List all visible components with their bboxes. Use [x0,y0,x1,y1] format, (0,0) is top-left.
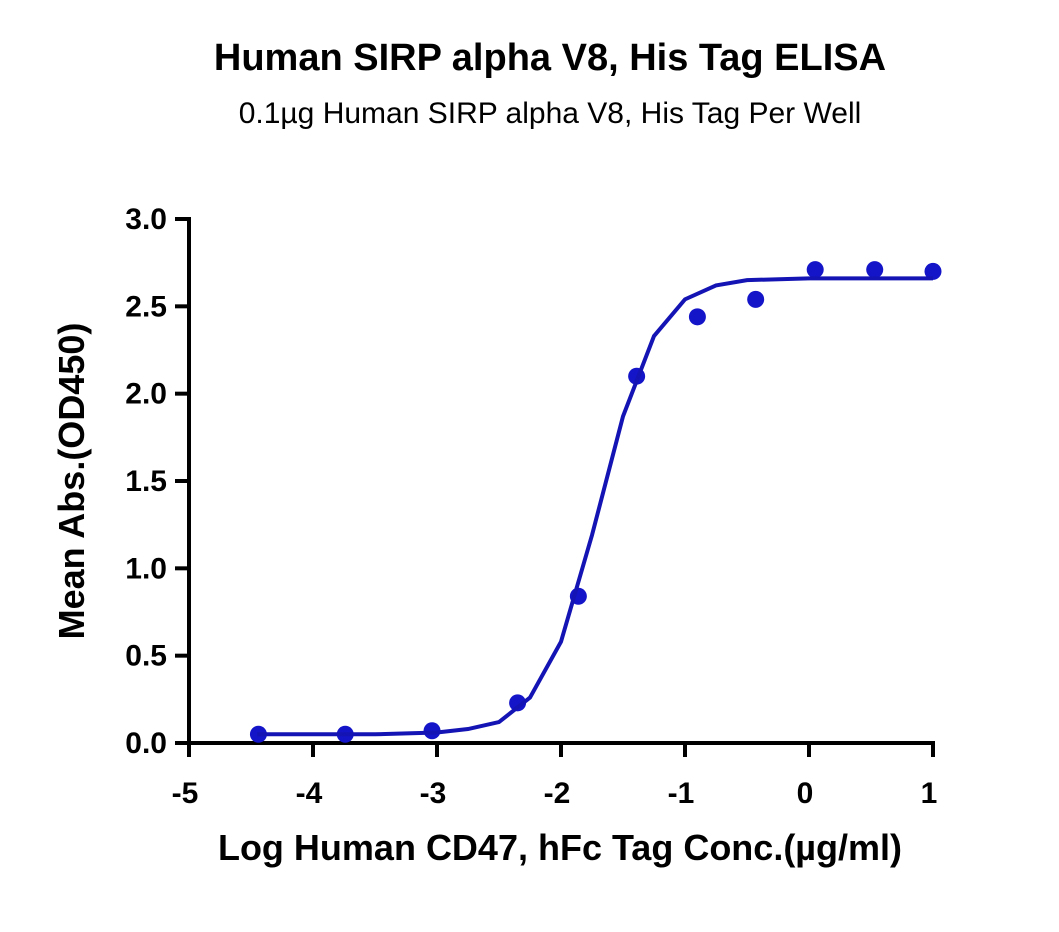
y-tick-label: 1.5 [125,465,167,498]
data-point [866,261,884,279]
data-point [688,308,706,326]
data-point [806,261,824,279]
y-tick-label: 1.0 [125,552,167,585]
x-tick-label: 1 [921,777,938,810]
data-point [747,290,765,308]
y-axis-label: Mean Abs.(OD450) [51,323,92,640]
x-axis-label: Log Human CD47, hFc Tag Conc.(µg/ml) [218,827,902,868]
chart-title: Human SIRP alpha V8, His Tag ELISA [214,37,886,79]
y-tick-label: 0.0 [125,727,167,760]
fit-curve [257,276,933,737]
y-tick-label: 2.0 [125,378,167,411]
x-tick-label: -3 [420,777,447,810]
data-point [924,262,942,280]
x-tick-label: -2 [544,777,571,810]
y-tick-label: 0.5 [125,640,167,673]
y-tick-label: 3.0 [125,203,167,236]
x-tick-label: -1 [668,777,695,810]
y-tick-label: 2.5 [125,290,167,323]
data-point [509,694,527,712]
x-tick-label: 0 [797,777,814,810]
x-tick-label: -5 [172,777,199,810]
x-tick-label: -4 [296,777,323,810]
chart-subtitle: 0.1µg Human SIRP alpha V8, His Tag Per W… [239,97,862,130]
